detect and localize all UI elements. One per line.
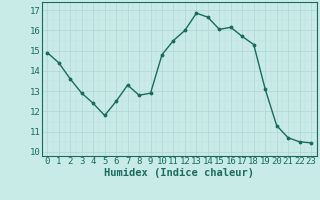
X-axis label: Humidex (Indice chaleur): Humidex (Indice chaleur) bbox=[104, 168, 254, 178]
